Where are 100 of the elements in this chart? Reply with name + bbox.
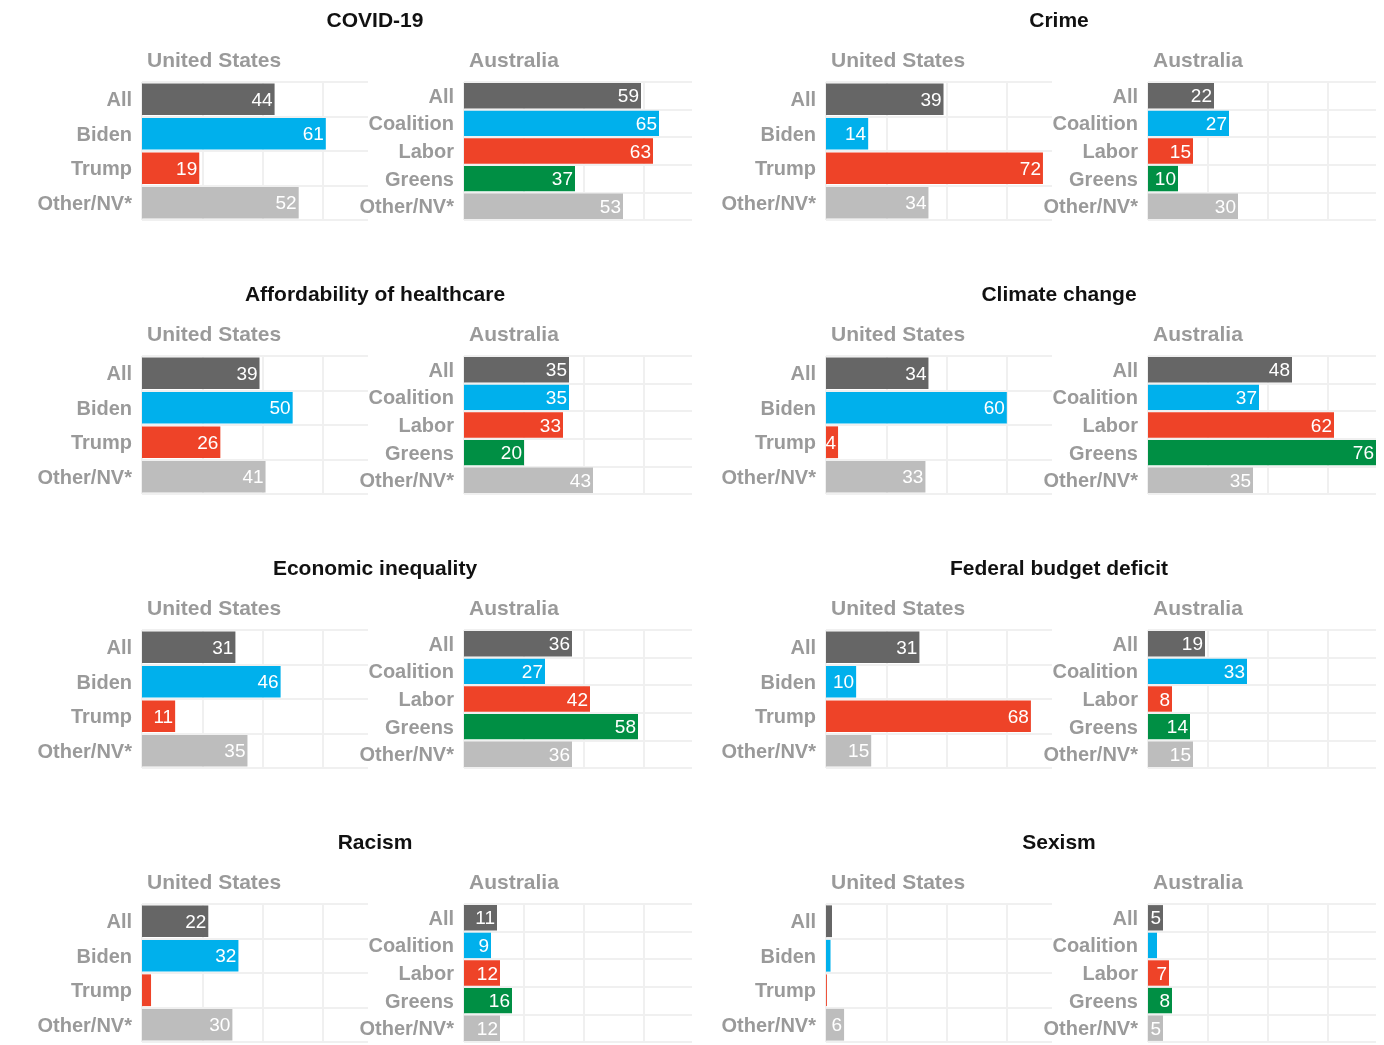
bar (826, 631, 920, 664)
bar (826, 391, 1007, 424)
y-tick-label: All (1112, 358, 1138, 381)
data-label: 52 (275, 192, 297, 214)
y-tick-label: Other/NV* (1043, 469, 1139, 492)
data-label: 33 (902, 466, 924, 488)
bar (1148, 467, 1253, 493)
bar (826, 460, 926, 493)
bar (826, 905, 833, 938)
y-tick-label: Biden (76, 122, 132, 145)
y-tick-label: Greens (385, 441, 454, 464)
bar (1148, 110, 1229, 137)
bar (464, 686, 590, 712)
data-label: 27 (521, 660, 543, 682)
chart-subtitle: Australia (469, 322, 560, 345)
y-tick-label: Trump (754, 157, 816, 180)
y-tick-label: Biden (760, 944, 816, 967)
y-tick-label: Other/NV* (721, 739, 817, 762)
chart-subtitle: Australia (1153, 596, 1244, 619)
bar (826, 700, 1031, 733)
data-label: 10 (1154, 168, 1176, 190)
data-label: 65 (635, 112, 657, 134)
y-tick-label: All (428, 906, 454, 929)
y-tick-label: Other/NV* (721, 191, 817, 214)
bar (142, 460, 266, 493)
y-tick-label: Coalition (368, 112, 454, 135)
y-tick-label: All (428, 84, 454, 107)
bar (464, 83, 641, 109)
data-label: 35 (545, 386, 567, 408)
y-tick-label: Labor (398, 962, 455, 984)
data-label: 26 (197, 431, 219, 453)
y-tick-label: Greens (385, 989, 454, 1012)
chart-title: Racism (337, 830, 413, 853)
bar (142, 117, 326, 150)
y-tick-label: Coalition (1052, 934, 1138, 957)
data-label: 34 (905, 362, 927, 384)
data-label: 59 (617, 85, 639, 107)
y-tick-label: Trump (70, 431, 132, 454)
y-tick-label: All (106, 362, 132, 385)
data-label: 16 (488, 990, 510, 1012)
data-label: 31 (212, 636, 234, 658)
y-tick-label: All (106, 88, 132, 111)
bar (142, 391, 293, 424)
chart-subtitle: Australia (1153, 870, 1244, 893)
bar (142, 426, 221, 459)
data-label: 37 (1235, 386, 1257, 408)
data-label: 27 (1205, 112, 1227, 134)
data-label: 7 (1156, 962, 1167, 984)
y-tick-label: Trump (70, 979, 132, 1002)
data-label: 43 (569, 469, 591, 491)
data-label: 46 (257, 671, 279, 693)
y-tick-label: Other/NV* (1043, 1017, 1139, 1040)
y-tick-label: Trump (754, 705, 816, 728)
data-label: 5 (1150, 907, 1161, 929)
y-tick-label: All (428, 358, 454, 381)
data-label: 34 (905, 192, 927, 214)
data-label: 68 (1007, 705, 1029, 727)
bar (1148, 138, 1193, 164)
bar (826, 152, 1043, 185)
bar (464, 138, 653, 164)
bar (1148, 658, 1247, 685)
bar (1148, 932, 1157, 959)
data-label: 33 (1223, 660, 1245, 682)
bar (142, 152, 200, 185)
y-tick-label: Biden (760, 670, 816, 693)
bar (826, 83, 944, 116)
data-label: 37 (551, 168, 573, 190)
y-tick-label: Other/NV* (37, 739, 133, 762)
bar (464, 193, 623, 219)
bar (1148, 960, 1169, 986)
data-label: 22 (1190, 85, 1212, 107)
y-tick-label: Coalition (1052, 660, 1138, 683)
data-label: 58 (614, 716, 636, 738)
y-tick-label: Greens (1069, 989, 1138, 1012)
bar (1148, 357, 1292, 383)
data-label: 53 (599, 195, 621, 217)
y-tick-label: All (1112, 84, 1138, 107)
y-tick-label: Trump (70, 705, 132, 728)
data-label: 32 (215, 945, 237, 967)
data-label: 20 (500, 442, 522, 464)
y-tick-label: Biden (76, 944, 132, 967)
bar (464, 165, 575, 192)
chart-title: COVID-19 (326, 8, 424, 31)
data-label: 62 (1310, 414, 1332, 436)
bar (1148, 412, 1334, 438)
y-tick-label: Other/NV* (37, 1013, 133, 1036)
y-tick-label: Coalition (368, 660, 454, 683)
bar (142, 1008, 233, 1041)
bar (1148, 193, 1238, 219)
y-tick-label: Other/NV* (359, 1017, 455, 1040)
bar (142, 939, 239, 972)
y-tick-label: All (106, 910, 132, 933)
data-label: 41 (242, 466, 264, 488)
y-tick-label: Other/NV* (37, 465, 133, 488)
y-tick-label: Biden (760, 122, 816, 145)
y-tick-label: Biden (76, 396, 132, 419)
y-tick-label: Other/NV* (1043, 195, 1139, 218)
chart-subtitle: Australia (469, 596, 560, 619)
bar (142, 905, 209, 938)
data-label: 6 (831, 1014, 843, 1036)
